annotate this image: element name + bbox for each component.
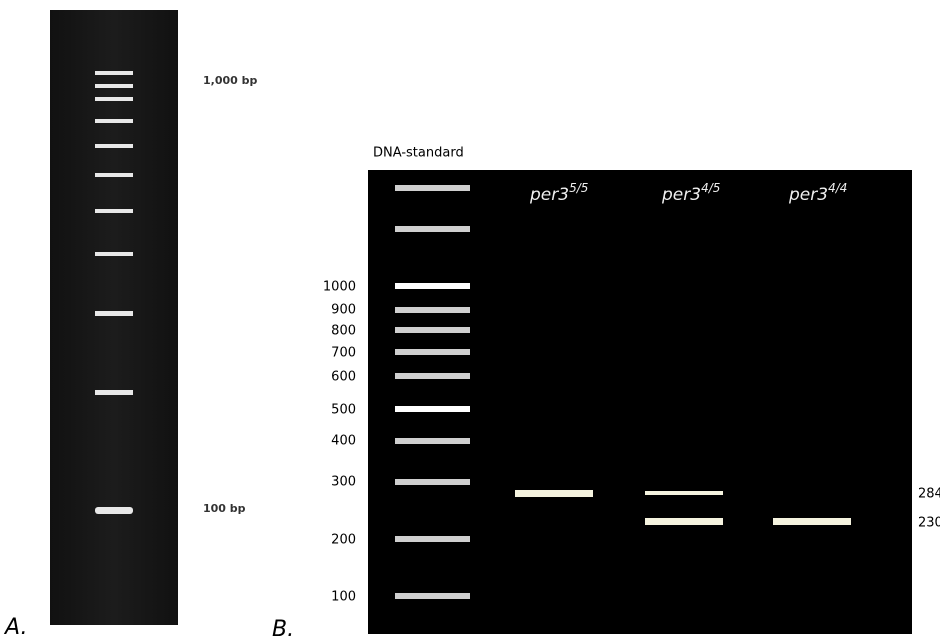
ladder-label: 400: [331, 434, 356, 449]
gel-diagram: [368, 170, 912, 634]
ladder-label: 300: [331, 475, 356, 490]
ladder-label: 100: [331, 590, 356, 605]
ladder-label: 900: [331, 303, 356, 318]
panel-label: B.: [272, 617, 294, 641]
band-label: 284 bp: [918, 487, 940, 502]
band-label: 230 bp: [918, 516, 940, 531]
panel-label: A.: [3, 615, 27, 640]
ladder-label: 700: [331, 346, 356, 361]
ladder-title: DNA-standard: [373, 146, 464, 161]
ladder-label: 1000: [323, 280, 356, 295]
ladder-label: 500: [331, 403, 356, 418]
size-label: 100 bp: [203, 502, 246, 515]
ladder-label: 600: [331, 370, 356, 385]
ladder-label: 800: [331, 324, 356, 339]
size-label: 1,000 bp: [203, 74, 257, 87]
figure: 1,000 bp 100 bp A. DNA-standard 1000 900 8…: [0, 0, 940, 641]
ladder-label: 200: [331, 533, 356, 548]
gel-photo: [50, 10, 178, 625]
